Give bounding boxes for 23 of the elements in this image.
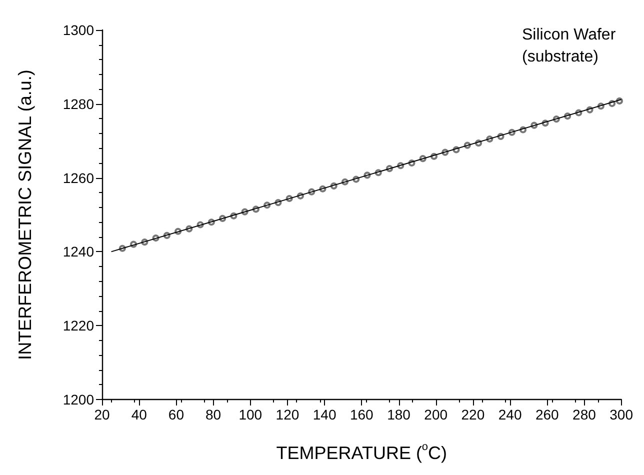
x-tick-label: 180 (387, 406, 411, 422)
annotation: Silicon Wafer (substrate) (522, 26, 620, 66)
y-tick-label: 1300 (62, 22, 94, 38)
x-tick-label: 300 (610, 406, 634, 422)
x-tick-label: 280 (572, 406, 596, 422)
x-tick-label: 80 (205, 406, 222, 422)
y-axis-title: INTERFEROMETRIC SIGNAL (a.u.) (15, 70, 35, 360)
x-tick-label: 60 (168, 406, 184, 422)
x-tick-label: 220 (461, 406, 485, 422)
y-tick-label: 1220 (62, 318, 94, 334)
y-tick-label: 1240 (62, 244, 94, 260)
y-tick-label: 1260 (62, 170, 94, 186)
y-tick-label: 1200 (62, 392, 94, 408)
y-tick-label: 1280 (62, 96, 94, 112)
x-tick-label: 40 (131, 406, 148, 422)
x-tick-label: 240 (498, 406, 522, 422)
x-tick-label: 160 (350, 406, 374, 422)
x-tick-label: 260 (535, 406, 560, 422)
x-tick-label: 140 (312, 406, 336, 422)
x-tick-label: 120 (276, 406, 300, 422)
x-tick-label: 100 (238, 406, 262, 422)
x-tick-label: 20 (94, 406, 110, 422)
x-tick-label: 200 (424, 406, 448, 422)
